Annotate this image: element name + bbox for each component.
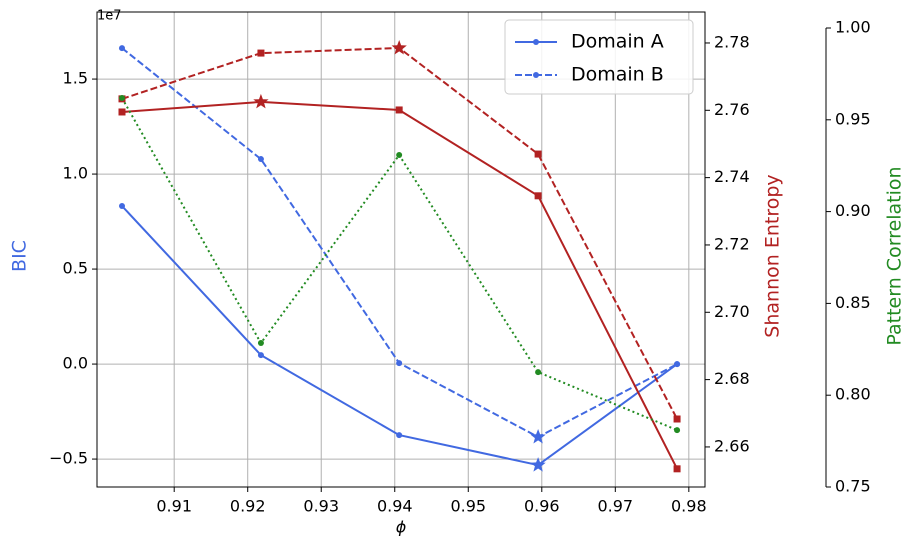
point-marker xyxy=(257,352,264,359)
point-marker xyxy=(118,94,125,101)
y2-tick-label: 2.66 xyxy=(714,436,750,455)
point-marker xyxy=(257,156,264,163)
y2-tick-label: 2.78 xyxy=(714,32,750,51)
x-tick-label: 0.97 xyxy=(597,497,633,516)
y-axis-label: BIC xyxy=(9,240,31,272)
legend-label: Domain A xyxy=(571,31,664,53)
x-tick-label: 0.91 xyxy=(156,497,192,516)
point-marker xyxy=(118,202,125,209)
x-tick-label: 0.92 xyxy=(230,497,266,516)
square-marker xyxy=(118,108,126,116)
legend-marker xyxy=(533,39,539,45)
y3-tick-label: 0.90 xyxy=(835,201,871,220)
y3-axis-label: Pattern Correlation xyxy=(884,166,906,345)
point-marker xyxy=(396,360,403,367)
x-tick-label: 0.96 xyxy=(524,497,560,516)
y3-tick-label: 0.85 xyxy=(835,293,871,312)
y3-tick-label: 0.75 xyxy=(835,477,871,496)
square-marker xyxy=(534,192,542,200)
x-tick-label: 0.98 xyxy=(671,497,707,516)
y-tick-label: 0.5 xyxy=(63,259,88,278)
y2-tick-label: 2.68 xyxy=(714,369,750,388)
y-offset-label: 1e7 xyxy=(97,9,122,24)
y2-tick-label: 2.76 xyxy=(714,100,750,119)
y-tick-label: 1.0 xyxy=(63,164,88,183)
x-axis-label: ϕ xyxy=(396,518,407,537)
square-marker xyxy=(673,415,681,423)
square-marker xyxy=(673,465,681,473)
x-tick-label: 0.94 xyxy=(377,497,413,516)
star-marker xyxy=(530,457,546,472)
point-marker xyxy=(118,45,125,52)
plot-frame xyxy=(96,11,706,488)
point-marker xyxy=(396,152,403,159)
point-marker xyxy=(674,427,681,434)
star-marker xyxy=(253,93,269,109)
y2-axis-label: Shannon Entropy xyxy=(762,174,784,337)
y-tick-label: 0.0 xyxy=(63,354,88,373)
y3-tick-label: 1.00 xyxy=(835,18,871,37)
y2-tick-label: 2.74 xyxy=(714,167,750,186)
series-line xyxy=(121,205,678,467)
x-tick-label: 0.95 xyxy=(450,497,486,516)
star-marker xyxy=(530,429,546,444)
x-tick-label: 0.93 xyxy=(303,497,339,516)
legend-label: Domain B xyxy=(571,64,664,86)
point-marker xyxy=(257,340,264,347)
y3-tick-label: 0.95 xyxy=(835,109,871,128)
y2-tick-label: 2.72 xyxy=(714,234,750,253)
y-tick-label: −0.5 xyxy=(49,449,88,468)
y2-tick-label: 2.70 xyxy=(714,302,750,321)
y-tick-label: 1.5 xyxy=(63,69,88,88)
series-line xyxy=(121,97,678,432)
square-marker xyxy=(534,150,542,158)
point-marker xyxy=(674,361,681,368)
point-marker xyxy=(535,369,542,376)
point-marker xyxy=(396,432,403,439)
square-marker xyxy=(257,49,265,57)
square-marker xyxy=(395,106,403,114)
y3-tick-label: 0.80 xyxy=(835,385,871,404)
star-marker xyxy=(391,40,407,55)
legend-marker xyxy=(533,72,539,78)
